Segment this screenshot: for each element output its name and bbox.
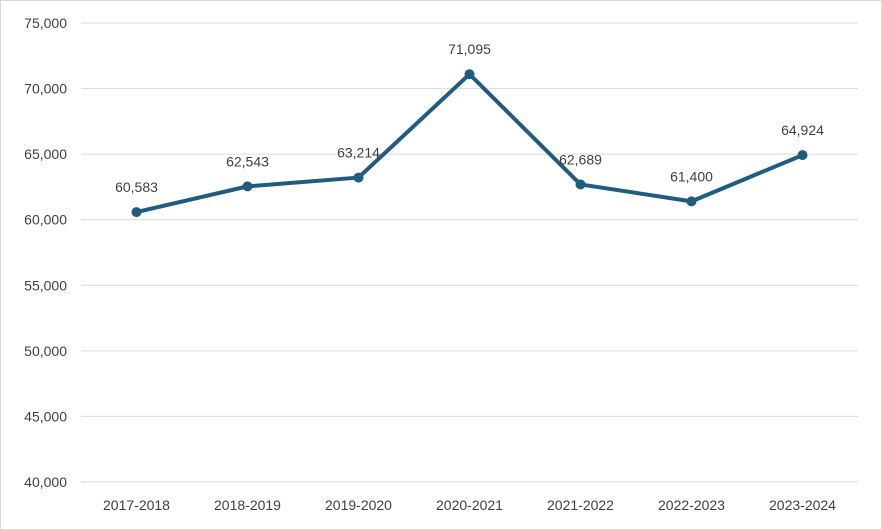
series-line <box>134 72 805 215</box>
x-tick-label: 2021-2022 <box>547 497 614 513</box>
data-label: 64,924 <box>781 122 824 138</box>
data-point <box>353 172 364 183</box>
x-tick-label: 2023-2024 <box>769 497 836 513</box>
data-point <box>575 179 586 190</box>
data-label: 62,689 <box>559 151 602 167</box>
gridlines <box>81 22 858 483</box>
x-tick-label: 2017-2018 <box>103 497 170 513</box>
data-point <box>242 181 253 192</box>
data-label: 71,095 <box>448 41 491 57</box>
data-point <box>686 196 697 207</box>
y-tick-label: 40,000 <box>24 474 67 490</box>
y-tick-label: 75,000 <box>24 15 67 31</box>
data-labels: 60,583 62,543 63,214 71,095 62,689 61,400 64,9… <box>115 41 824 195</box>
y-tick-label: 70,000 <box>24 81 67 97</box>
data-label: 63,214 <box>337 145 380 161</box>
y-tick-label: 50,000 <box>24 343 67 359</box>
data-label: 61,400 <box>670 168 713 184</box>
x-tick-label: 2019-2020 <box>325 497 392 513</box>
x-tick-label: 2018-2019 <box>214 497 281 513</box>
data-label: 62,543 <box>226 153 269 169</box>
y-tick-label: 45,000 <box>24 408 67 424</box>
y-tick-label: 55,000 <box>24 277 67 293</box>
data-label: 60,583 <box>115 179 158 195</box>
series-layer <box>131 69 808 218</box>
data-point <box>797 150 808 161</box>
x-tick-label: 2022-2023 <box>658 497 725 513</box>
data-point <box>131 207 142 218</box>
y-tick-label: 60,000 <box>24 212 67 228</box>
x-axis-tick-labels: 2017-2018 2018-2019 2019-2020 2020-2021 2021… <box>103 497 836 513</box>
x-tick-label: 2020-2021 <box>436 497 503 513</box>
y-axis-tick-labels: 40,000 45,000 50,000 55,000 60,000 65,000 70,0… <box>24 15 67 490</box>
y-tick-label: 65,000 <box>24 146 67 162</box>
data-point <box>464 69 475 80</box>
